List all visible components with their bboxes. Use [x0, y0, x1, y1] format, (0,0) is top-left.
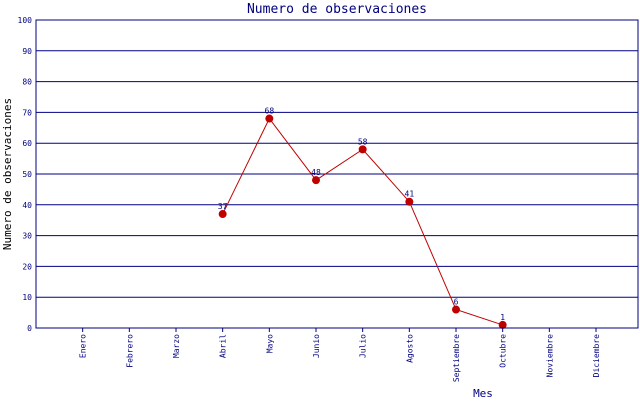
data-point [452, 305, 460, 314]
y-tick-label: 10 [22, 293, 32, 302]
y-tick-label: 70 [22, 108, 32, 117]
y-axis-label: Numero de observaciones [1, 98, 14, 250]
y-tick-label: 50 [22, 170, 32, 179]
y-tick-label: 20 [22, 262, 32, 271]
data-label: 1 [500, 313, 505, 322]
grid-lines [36, 19, 638, 332]
x-tick-label: Septiembre [452, 334, 461, 382]
series-layer: 37 68 48 58 41 6 1 [218, 107, 507, 329]
x-tick-label: Abril [219, 334, 228, 358]
x-tick-label: Febrero [125, 334, 134, 368]
x-axis-label: Mes [473, 387, 493, 400]
data-label: 6 [454, 298, 459, 307]
data-point [405, 197, 414, 206]
x-tick-label: Julio [359, 334, 368, 358]
x-tick-label: Diciembre [592, 334, 601, 378]
x-tick-label: Enero [79, 334, 88, 358]
y-tick-label: 90 [22, 47, 32, 56]
x-tick-label: Mayo [265, 334, 274, 353]
y-tick-label: 0 [27, 324, 32, 333]
data-label: 58 [358, 137, 368, 146]
x-tick-label: Octubre [499, 334, 508, 368]
x-tick-label: Noviembre [545, 334, 554, 378]
chart-title: Numero de observaciones [247, 2, 427, 17]
x-tick-label: Junio [312, 334, 321, 358]
data-label: 48 [311, 168, 321, 177]
data-label: 68 [265, 107, 275, 116]
plot-frame [35, 19, 639, 329]
y-tick-label: 30 [22, 232, 32, 241]
x-tick-label: Marzo [172, 334, 181, 358]
y-tick-label: 40 [22, 201, 32, 210]
y-tick-labels: 0 10 20 30 40 50 60 70 80 90 100 [18, 16, 33, 333]
data-label: 37 [218, 202, 228, 211]
y-tick-label: 100 [18, 16, 33, 25]
data-point [265, 114, 274, 123]
y-tick-label: 80 [22, 78, 32, 87]
x-tick-labels: Enero Febrero Marzo Abril Mayo Junio Julio Agos… [79, 334, 601, 382]
data-point [498, 320, 507, 329]
data-label: 41 [405, 190, 415, 199]
x-tick-label: Agosto [405, 334, 414, 363]
y-tick-label: 60 [22, 139, 32, 148]
data-point [218, 210, 227, 219]
data-point [358, 145, 367, 154]
data-point [312, 176, 320, 185]
